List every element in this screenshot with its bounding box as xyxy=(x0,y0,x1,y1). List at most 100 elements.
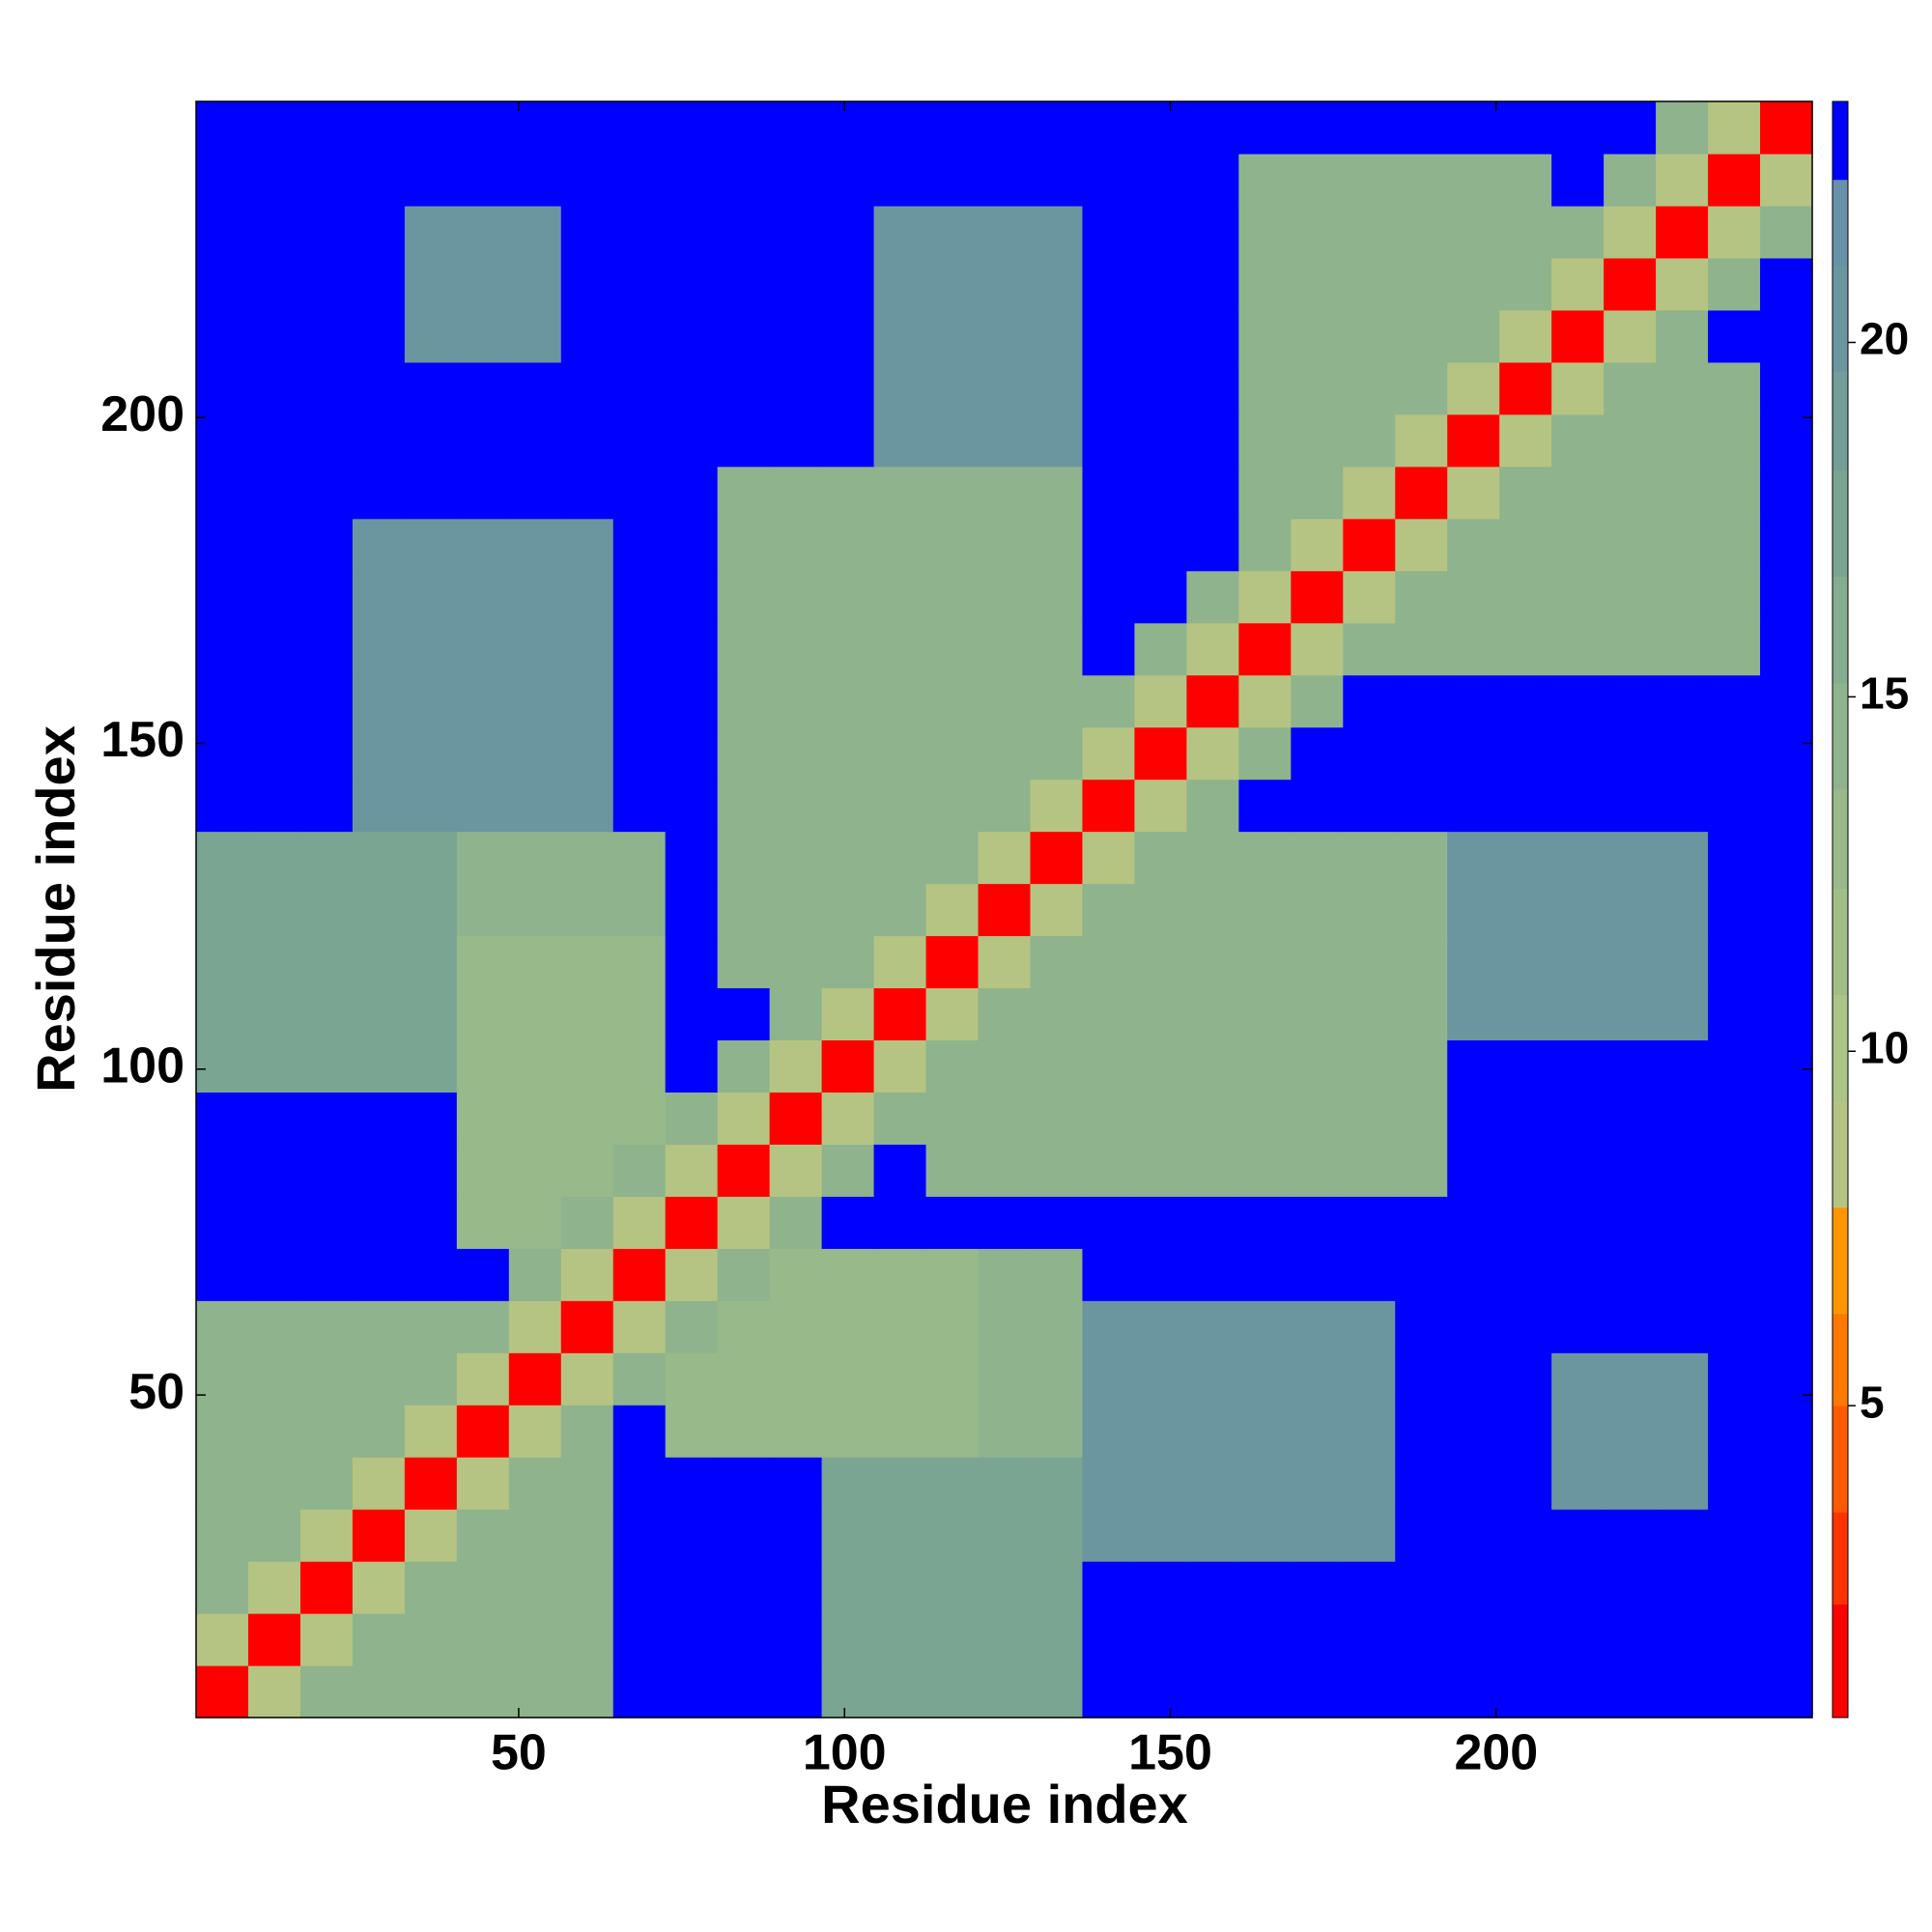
heatmap-cell xyxy=(456,1405,510,1458)
heatmap-cell xyxy=(1604,153,1657,207)
heatmap-cell xyxy=(1499,153,1552,207)
heatmap-cell xyxy=(1186,570,1239,624)
heatmap-cell xyxy=(1238,309,1292,363)
heatmap-cell xyxy=(1708,1613,1761,1666)
heatmap-cell xyxy=(925,309,980,363)
heatmap-cell xyxy=(1760,257,1813,311)
heatmap-cell xyxy=(352,413,406,468)
heatmap-cell xyxy=(1447,1561,1500,1614)
heatmap-cell xyxy=(1447,1248,1500,1301)
heatmap-cell xyxy=(665,309,719,363)
heatmap-cell xyxy=(1499,309,1552,363)
heatmap-cell xyxy=(196,1248,249,1301)
heatmap-cell xyxy=(508,1092,562,1145)
heatmap-cell xyxy=(299,205,354,259)
heatmap-cell xyxy=(508,935,562,989)
colorbar-segment xyxy=(1833,1406,1848,1513)
y-tick-label: 100 xyxy=(100,1038,185,1094)
heatmap-cell xyxy=(873,466,927,520)
heatmap-cell xyxy=(196,674,249,728)
heatmap-cell xyxy=(1238,1039,1292,1093)
heatmap-cell xyxy=(665,1457,719,1510)
heatmap-cell xyxy=(1395,309,1448,363)
heatmap-cell xyxy=(717,674,771,728)
heatmap-cell xyxy=(1238,518,1292,572)
heatmap-cell xyxy=(1551,1509,1605,1562)
heatmap-cell xyxy=(665,935,719,989)
heatmap-cell xyxy=(247,1248,301,1301)
heatmap-cell xyxy=(352,1196,406,1249)
heatmap-cell xyxy=(1395,1300,1448,1353)
colorbar-tick-label: 20 xyxy=(1860,314,1909,364)
heatmap-cell xyxy=(247,1665,301,1719)
heatmap-cell xyxy=(1238,779,1292,833)
heatmap-cell xyxy=(873,205,927,259)
heatmap-cell xyxy=(1343,1039,1396,1093)
heatmap-cell xyxy=(560,726,614,781)
heatmap-cell xyxy=(1604,726,1657,781)
heatmap-cell xyxy=(978,1665,1032,1719)
heatmap-cell xyxy=(665,1039,719,1093)
heatmap-cell xyxy=(508,1039,562,1093)
heatmap-cell xyxy=(1343,570,1396,624)
plot-frame xyxy=(195,100,1813,1719)
heatmap-cell xyxy=(1082,309,1136,363)
heatmap-cell xyxy=(1604,1039,1657,1093)
heatmap-cell xyxy=(1291,570,1344,624)
heatmap-cell xyxy=(1708,1457,1761,1510)
heatmap-cell xyxy=(1604,674,1657,728)
heatmap-cell xyxy=(925,779,980,833)
heatmap-cell xyxy=(508,726,562,781)
heatmap-cell xyxy=(1291,153,1344,207)
heatmap-cell xyxy=(1291,1248,1344,1301)
heatmap-cell xyxy=(1656,622,1709,676)
heatmap-cell xyxy=(873,883,927,937)
heatmap-cell xyxy=(1760,1457,1813,1510)
heatmap-cell xyxy=(1134,1300,1187,1353)
heatmap-cell xyxy=(1238,831,1292,885)
heatmap-cell xyxy=(1656,674,1709,728)
heatmap-cell xyxy=(873,1561,927,1614)
heatmap-cell xyxy=(508,1457,562,1510)
heatmap-cell xyxy=(1656,466,1709,520)
heatmap-cell xyxy=(821,1405,875,1458)
heatmap-cell xyxy=(821,361,875,415)
heatmap-cell xyxy=(978,413,1032,468)
heatmap-cell xyxy=(1708,413,1761,468)
heatmap-cell xyxy=(404,883,458,937)
heatmap-cell xyxy=(612,153,667,207)
heatmap-cell xyxy=(1708,257,1761,311)
heatmap-cell xyxy=(1760,1509,1813,1562)
heatmap-cell xyxy=(1343,1352,1396,1406)
heatmap-cell xyxy=(1760,1352,1813,1406)
heatmap-cell xyxy=(1030,1248,1084,1301)
heatmap-cell xyxy=(1030,518,1084,572)
heatmap-cell xyxy=(560,1300,614,1353)
heatmap-cell xyxy=(560,361,614,415)
heatmap-cell xyxy=(1551,205,1605,259)
heatmap-cell xyxy=(1656,1196,1709,1249)
heatmap-cell xyxy=(1604,1144,1657,1197)
heatmap-cell xyxy=(665,205,719,259)
heatmap-cell xyxy=(1395,1352,1448,1406)
heatmap-cell xyxy=(873,622,927,676)
heatmap-cell xyxy=(404,518,458,572)
heatmap-cell xyxy=(769,726,823,781)
heatmap-cell xyxy=(299,726,354,781)
colorbar-segment xyxy=(1833,264,1848,372)
heatmap-cell xyxy=(456,1092,510,1145)
heatmap-cell xyxy=(560,1405,614,1458)
heatmap-cell xyxy=(1656,1561,1709,1614)
heatmap-cell xyxy=(1708,1561,1761,1614)
heatmap-cell xyxy=(769,1457,823,1510)
heatmap-cell xyxy=(1082,101,1136,155)
heatmap-cell xyxy=(196,1561,249,1614)
heatmap-cell xyxy=(196,831,249,885)
colorbar-segment xyxy=(1833,888,1848,996)
heatmap-cell xyxy=(404,361,458,415)
heatmap-cell xyxy=(1238,883,1292,937)
heatmap-cell xyxy=(404,309,458,363)
heatmap-cell xyxy=(247,622,301,676)
heatmap-cell xyxy=(352,570,406,624)
heatmap-cell xyxy=(1656,883,1709,937)
